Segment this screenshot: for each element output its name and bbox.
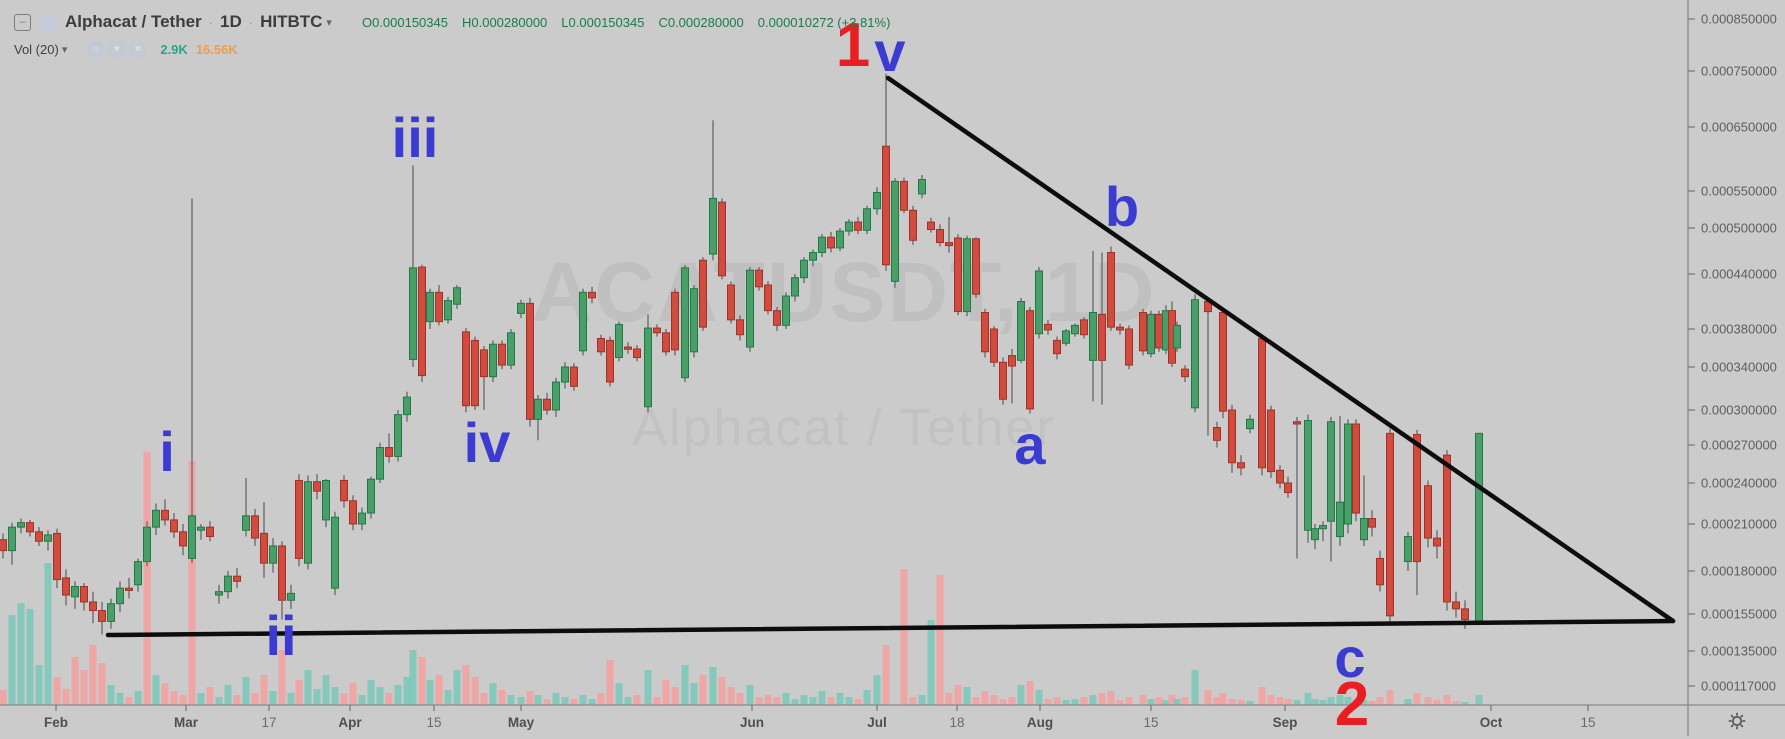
symbol-logo bbox=[39, 13, 56, 31]
price-tick-label: 0.000155000 bbox=[1701, 607, 1777, 622]
high-value: 0.000280000 bbox=[471, 14, 548, 30]
settings-gear-icon[interactable] bbox=[1727, 711, 1747, 731]
time-tick-label: Sep bbox=[1273, 715, 1298, 730]
price-tick-label: 0.000135000 bbox=[1701, 644, 1777, 659]
price-tick-label: 0.000550000 bbox=[1701, 184, 1777, 199]
price-tick-label: 0.000300000 bbox=[1701, 403, 1777, 418]
volume-indicator-row: Vol (20) ▾ ○ ✶ ✕ 2.9K 16.56K bbox=[14, 40, 238, 58]
separator-dot: · bbox=[248, 14, 254, 30]
chevron-down-icon[interactable]: ▾ bbox=[61, 43, 68, 56]
indicator-controls: ○ ✶ ✕ bbox=[83, 40, 147, 58]
eye-icon[interactable]: ○ bbox=[87, 40, 105, 58]
candle-wicks bbox=[2, 73, 1480, 635]
trendlines[interactable] bbox=[105, 75, 1676, 638]
symbol-title[interactable]: Alphacat / Tether bbox=[65, 12, 202, 31]
price-tick-label: 0.000380000 bbox=[1701, 322, 1777, 337]
price-tick-label: 0.000117000 bbox=[1701, 679, 1776, 694]
close-label: C bbox=[658, 14, 668, 30]
price-tick-label: 0.000750000 bbox=[1701, 64, 1777, 79]
axis-settings-corner bbox=[1689, 706, 1785, 736]
price-tick-label: 0.000500000 bbox=[1701, 221, 1777, 236]
volume-indicator-label[interactable]: Vol (20) bbox=[14, 41, 59, 57]
interval-selector[interactable]: 1D bbox=[220, 12, 242, 31]
price-tick-label: 0.000210000 bbox=[1701, 517, 1777, 532]
price-axis[interactable]: 0.000850000 0.000750000 0.000650000 0.00055… bbox=[1688, 12, 1777, 694]
time-tick-label: Jun bbox=[740, 715, 764, 730]
separator-dot: · bbox=[208, 14, 213, 30]
time-tick-label: 15 bbox=[1143, 715, 1158, 730]
volume-current-value: 2.9K bbox=[160, 41, 188, 57]
close-value: 0.000280000 bbox=[667, 14, 744, 30]
change-value: 0.000010272 (+3.81%) bbox=[757, 14, 891, 30]
time-tick-label: 15 bbox=[1580, 715, 1595, 730]
exchange-selector[interactable]: HITBTC bbox=[260, 12, 323, 31]
time-tick-label: Aug bbox=[1027, 715, 1053, 730]
time-tick-label: May bbox=[508, 715, 535, 730]
time-tick-label: Apr bbox=[338, 715, 362, 730]
trendline-horizontal-support bbox=[105, 618, 1676, 638]
trendline-descending-resistance bbox=[885, 75, 1676, 624]
gear-icon[interactable]: ✶ bbox=[108, 40, 126, 58]
time-tick-label: Jul bbox=[867, 715, 887, 730]
time-tick-label: Mar bbox=[174, 715, 199, 730]
low-value: 0.000150345 bbox=[568, 14, 645, 30]
price-tick-label: 0.000240000 bbox=[1701, 476, 1777, 491]
price-tick-label: 0.000270000 bbox=[1701, 438, 1777, 453]
volume-bars bbox=[0, 452, 1483, 705]
low-label: L bbox=[561, 14, 569, 30]
time-tick-label: 17 bbox=[261, 715, 276, 730]
open-label: O bbox=[361, 14, 373, 30]
time-axis[interactable]: Feb Mar 17 Apr 15 May Jun Jul 18 Aug 15 Sep Oct 15 bbox=[44, 705, 1596, 730]
open-value: 0.000150345 bbox=[372, 14, 448, 30]
price-tick-label: 0.000850000 bbox=[1701, 12, 1777, 27]
volume-ma-value: 16.56K bbox=[195, 41, 238, 57]
ohlc-readout: O0.000150345 H0.000280000 L0.000150345 C… bbox=[362, 15, 890, 30]
candle-bodies bbox=[0, 145, 1483, 624]
chart-header: – Alphacat / Tether · 1D · HITBTC ▾ O0.0… bbox=[14, 10, 890, 34]
time-tick-label: Feb bbox=[44, 715, 68, 730]
time-tick-label: 18 bbox=[949, 715, 964, 730]
price-tick-label: 0.000440000 bbox=[1701, 267, 1777, 282]
price-tick-label: 0.000180000 bbox=[1701, 564, 1777, 579]
close-icon[interactable]: ✕ bbox=[129, 40, 147, 58]
chevron-down-icon[interactable]: ▾ bbox=[326, 16, 332, 29]
price-tick-label: 0.000340000 bbox=[1701, 360, 1777, 375]
high-label: H bbox=[461, 14, 472, 30]
time-tick-label: Oct bbox=[1480, 715, 1503, 730]
collapse-panel-button[interactable]: – bbox=[14, 13, 31, 31]
price-tick-label: 0.000650000 bbox=[1701, 120, 1777, 135]
time-tick-label: 15 bbox=[426, 715, 441, 730]
